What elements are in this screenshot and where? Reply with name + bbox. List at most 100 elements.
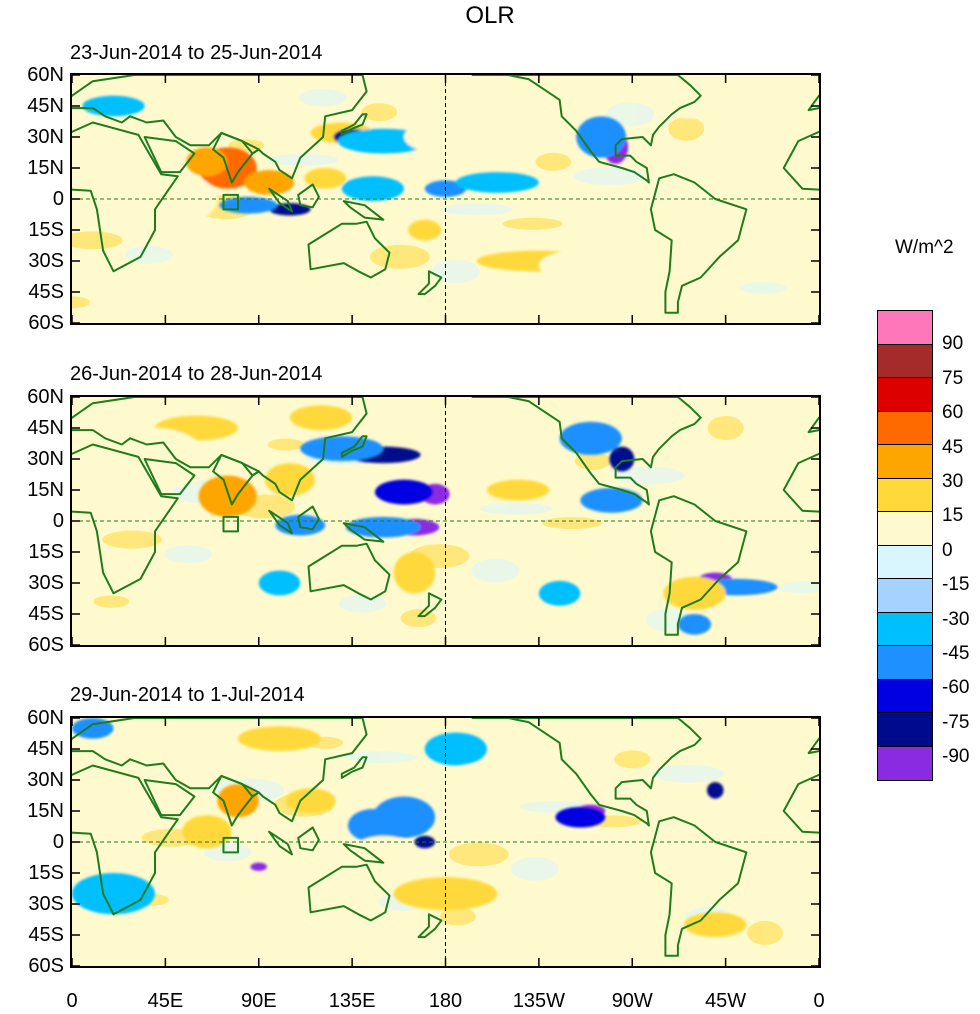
colorbar-level-label: -90 <box>942 746 970 768</box>
anomaly-contour <box>92 168 218 230</box>
y-tick-label: 60N <box>27 64 64 86</box>
y-tick-label: 0 <box>52 510 64 532</box>
colorbar-level-label: 30 <box>942 471 964 492</box>
anomaly-contour <box>559 421 622 455</box>
anomaly-contour <box>609 446 635 472</box>
coastline-australia <box>307 220 391 279</box>
y-tick-label: 0 <box>52 188 64 210</box>
colorbar-swatch <box>878 478 932 512</box>
coastline-eurasia-north <box>72 75 368 180</box>
anomaly-contour <box>393 552 436 594</box>
y-tick-label: 60N <box>27 386 64 408</box>
tick-marks <box>72 75 819 323</box>
anomaly-contour <box>673 265 736 299</box>
colorbar-level-label: -75 <box>942 711 970 733</box>
y-tick-label: 30S <box>28 893 64 915</box>
anomaly-contour <box>404 120 487 154</box>
colorbar-level-label: 90 <box>942 333 964 355</box>
coastline-australia <box>307 863 391 922</box>
y-tick-label: 0 <box>52 831 64 853</box>
anomaly-contour <box>455 172 539 193</box>
texture-blob <box>535 152 572 171</box>
colorbar-swatch <box>878 311 932 345</box>
anomaly-contour <box>341 176 404 202</box>
texture-blob <box>614 750 651 769</box>
colorbar-swatch <box>878 445 932 479</box>
anomaly-contour <box>198 475 257 517</box>
colorbar-level-label: -60 <box>942 677 970 699</box>
anomaly-contour <box>304 168 346 189</box>
x-tick-label: 90W <box>611 990 653 1012</box>
coastline-new-guinea <box>342 200 385 221</box>
region-box <box>222 515 240 533</box>
coastline-borneo <box>297 826 320 852</box>
colorbar-units: W/m^2 <box>895 237 954 258</box>
y-tick-label: 60N <box>27 707 64 729</box>
texture-blob <box>72 231 123 250</box>
texture-blob <box>440 203 513 216</box>
anomaly-contour <box>345 516 421 538</box>
texture-blob <box>480 502 553 515</box>
coastline-australia <box>307 542 391 601</box>
coastline-japan <box>340 113 368 136</box>
colorbar-level-label: -15 <box>942 574 970 596</box>
anomaly-contour <box>186 147 228 177</box>
anomaly-contour <box>300 436 384 462</box>
anomaly-contour <box>663 576 726 610</box>
colorbar-swatch <box>878 512 932 546</box>
colorbar-swatch <box>878 545 932 579</box>
coastline-africa <box>72 443 179 595</box>
y-tick-label: 15N <box>27 157 64 179</box>
map-panel <box>70 73 821 325</box>
x-tick-label: 45E <box>147 990 184 1012</box>
anomaly-contour <box>238 726 321 752</box>
y-tick-label: 60S <box>28 955 64 977</box>
y-tick-label: 60S <box>28 312 64 334</box>
coastline-south-america <box>649 495 748 636</box>
y-tick-label: 15S <box>28 541 64 563</box>
map-plot <box>72 397 819 645</box>
y-tick-label: 15S <box>28 219 64 241</box>
coastline-arabia <box>143 779 196 817</box>
colorbar-swatch <box>878 378 932 412</box>
texture-blob <box>747 920 784 945</box>
texture-blob <box>652 764 725 783</box>
y-tick-label: 30N <box>27 448 64 470</box>
anomaly-contour <box>244 170 295 195</box>
x-tick-label: 135W <box>512 990 565 1012</box>
region-box <box>222 836 240 854</box>
texture-blob <box>361 103 398 122</box>
coastline-south-america <box>649 173 748 314</box>
coastline-north-america <box>471 75 702 184</box>
y-tick-label: 45N <box>27 738 64 760</box>
x-tick-label: 90E <box>240 990 277 1012</box>
anomaly-contour <box>72 873 155 915</box>
y-tick-label: 45N <box>27 417 64 439</box>
coastline-north-america <box>471 718 702 827</box>
panel-title: 29-Jun-2014 to 1-Jul-2014 <box>70 684 305 706</box>
anomaly-contour <box>555 806 606 828</box>
y-tick-label: 15N <box>27 800 64 822</box>
anomaly-contour <box>576 116 627 158</box>
coastline-japan <box>340 435 368 458</box>
colorbar-swatch <box>878 344 932 378</box>
anomaly-contour <box>706 782 724 799</box>
colorbar-swatch <box>878 713 932 747</box>
colorbar-level-label: 15 <box>942 505 964 527</box>
coastline-sumatra <box>268 509 293 535</box>
texture-blob <box>778 581 819 594</box>
texture-blob <box>573 167 646 186</box>
texture-blob <box>471 558 520 583</box>
texture-blob <box>93 595 130 608</box>
colorbar-swatch <box>878 612 932 646</box>
coastlines <box>72 397 819 636</box>
map-panel <box>70 716 821 968</box>
panel-title: 26-Jun-2014 to 28-Jun-2014 <box>70 363 323 385</box>
coastline-africa <box>72 764 179 916</box>
x-tick-label: 0 <box>813 990 825 1012</box>
coastline-eurasia-north <box>72 397 368 502</box>
x-tick-label: 45W <box>705 990 747 1012</box>
map-panel <box>70 395 821 647</box>
texture-blob <box>102 530 163 549</box>
coastlines <box>72 718 819 957</box>
